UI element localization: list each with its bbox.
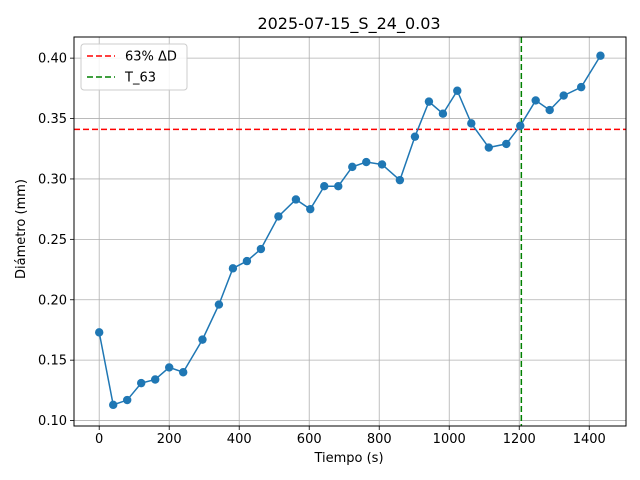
data-point	[291, 195, 301, 204]
data-point	[484, 143, 493, 152]
plot-frame	[73, 36, 627, 427]
chart-title: 2025-07-15_S_24_0.03	[257, 14, 440, 34]
x-tick-label: 1400	[573, 432, 606, 447]
x-tick-label: 400	[227, 432, 252, 447]
x-tick-label: 1200	[503, 432, 536, 447]
y-tick-label: 0.35	[38, 112, 67, 127]
data-point	[151, 375, 160, 384]
x-tick-label: 800	[367, 432, 392, 447]
data-point	[410, 132, 420, 141]
legend-label: T_63	[124, 71, 156, 86]
y-tick-label: 0.30	[38, 172, 67, 187]
data-point	[179, 368, 188, 377]
data-point	[95, 328, 104, 337]
data-point	[438, 109, 448, 118]
x-tick-label: 0	[95, 432, 103, 447]
x-axis-ticks: 0 200 400 600 800 1000 1200 1400	[95, 426, 606, 447]
data-point	[256, 244, 266, 254]
legend: 63% ΔD T_63	[80, 43, 188, 91]
data-point	[516, 121, 525, 130]
y-tick-label: 0.20	[38, 293, 67, 308]
data-point	[531, 96, 540, 105]
data-point	[198, 335, 207, 344]
x-tick-label: 1000	[433, 432, 466, 447]
data-point	[274, 212, 283, 221]
data-point	[109, 400, 118, 410]
data-point	[467, 119, 476, 128]
data-point	[559, 91, 568, 100]
y-tick-label: 0.15	[38, 354, 67, 369]
data-point	[377, 160, 387, 169]
data-point	[137, 378, 146, 388]
data-point	[362, 157, 371, 167]
data-point	[306, 204, 315, 214]
data-point	[334, 181, 343, 191]
x-tick-label: 200	[157, 432, 182, 447]
data-point	[348, 162, 357, 172]
x-axis-label: Tiempo (s)	[313, 451, 383, 466]
y-axis-label: Diámetro (mm)	[14, 179, 29, 279]
series-line	[98, 55, 602, 406]
legend-label: 63% ΔD	[125, 50, 177, 65]
data-point	[214, 300, 224, 309]
x-tick-label: 600	[297, 432, 322, 447]
reference-lines	[74, 37, 626, 426]
data-point	[545, 105, 554, 115]
data-point	[453, 86, 462, 95]
y-tick-label: 0.10	[38, 414, 67, 429]
y-tick-label: 0.40	[38, 52, 67, 67]
data-point	[424, 97, 434, 106]
data-point	[242, 256, 252, 266]
y-tick-label: 0.25	[38, 233, 67, 248]
data-point	[123, 395, 132, 405]
data-point	[596, 51, 605, 60]
data-point	[228, 264, 238, 273]
data-point	[502, 139, 511, 149]
series-layer	[95, 51, 605, 410]
data-point	[576, 82, 586, 92]
data-point	[320, 181, 329, 191]
data-point	[165, 363, 174, 372]
grid	[74, 37, 626, 426]
y-axis-ticks: 0.10 0.15 0.20 0.25 0.30 0.35 0.40	[38, 52, 74, 429]
data-point	[395, 175, 405, 185]
